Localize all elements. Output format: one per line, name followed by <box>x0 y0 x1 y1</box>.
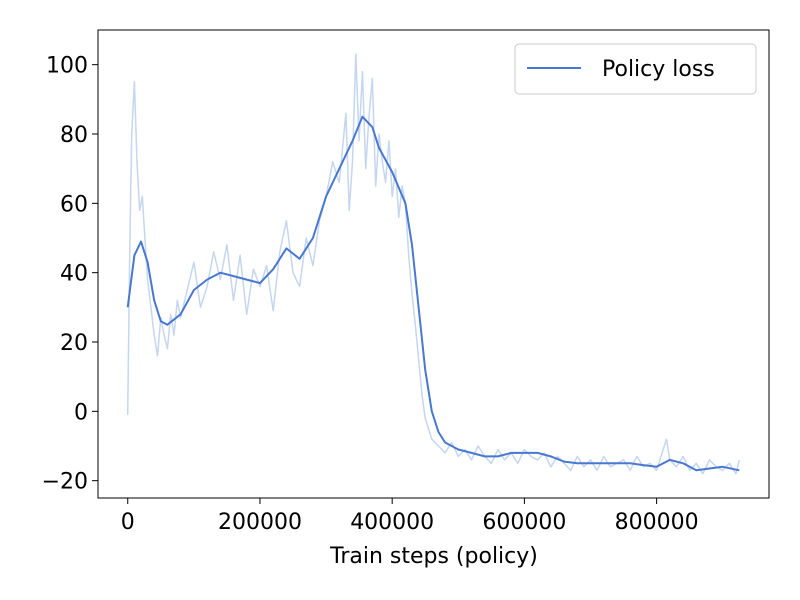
y-tick-label: 80 <box>60 123 88 148</box>
y-tick-label: 60 <box>60 192 88 217</box>
y-tick-label: 0 <box>74 400 88 425</box>
plot-frame <box>97 29 770 499</box>
y-tick-label: −20 <box>42 470 88 495</box>
x-axis-label: Train steps (policy) <box>329 544 538 569</box>
x-tick-label: 800000 <box>615 510 699 535</box>
y-tick-label: 100 <box>46 54 88 79</box>
x-tick-label: 200000 <box>218 510 302 535</box>
legend-box <box>514 43 757 95</box>
x-tick-label: 0 <box>121 510 135 535</box>
x-tick-label: 600000 <box>482 510 566 535</box>
x-axis: 0 200000 400000 600000 800000 <box>121 498 699 535</box>
legend: Policy loss <box>514 43 757 95</box>
raw-series-layer <box>126 53 741 475</box>
y-axis: −20 0 20 40 60 80 100 <box>42 54 98 495</box>
smoothed-loss-line <box>126 115 740 472</box>
raw-loss-line <box>126 53 741 475</box>
y-tick-label: 20 <box>60 331 88 356</box>
smoothed-series-layer <box>126 115 740 472</box>
x-tick-label: 400000 <box>350 510 434 535</box>
y-tick-label: 40 <box>60 262 88 287</box>
legend-label: Policy loss <box>602 57 715 82</box>
